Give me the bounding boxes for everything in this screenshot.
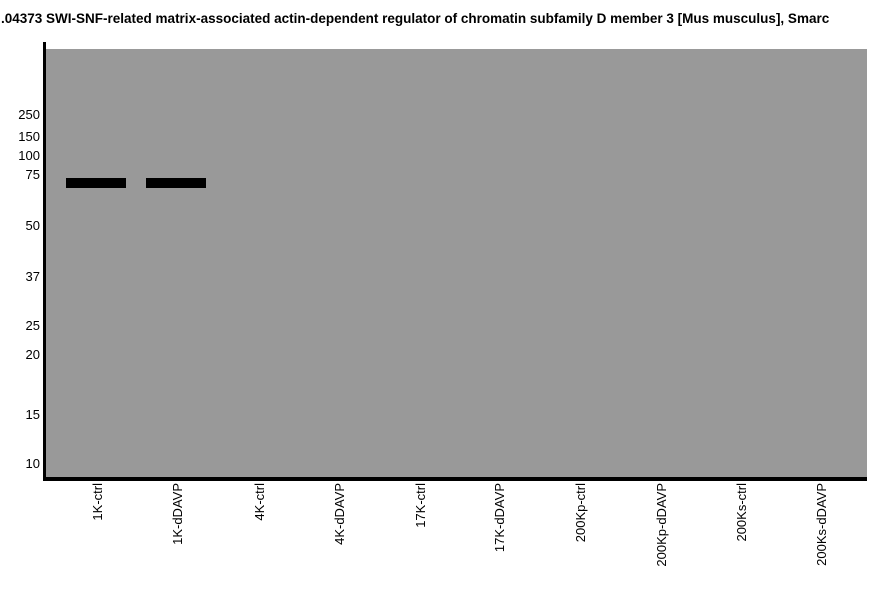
gel-plot-area [46,49,867,481]
mw-marker-label: 150 [18,129,40,144]
lane-label: 17K-dDAVP [492,483,507,553]
mw-marker-label: 50 [25,218,40,233]
mw-marker-label: 25 [25,318,40,333]
mw-marker-label: 15 [25,407,40,422]
mw-marker-label: 75 [25,167,40,182]
mw-marker-label: 10 [25,456,40,471]
y-axis-line [43,42,46,481]
lane-label: 200Kp-dDAVP [654,483,669,567]
lane-label: 200Kp-ctrl [573,483,588,543]
lane-label: 17K-ctrl [413,483,428,528]
lane-label: 200Ks-dDAVP [814,483,829,566]
lane-label: 1K-ctrl [90,483,105,521]
mw-marker-label: 250 [18,107,40,122]
lane-label: 4K-dDAVP [332,483,347,545]
lane-label: 4K-ctrl [252,483,267,521]
mw-marker-label: 20 [25,347,40,362]
lane-label: 200Ks-ctrl [734,483,749,542]
protein-band [146,178,206,188]
mw-marker-label: 100 [18,148,40,163]
mw-marker-label: 37 [25,269,40,284]
protein-band [66,178,126,188]
figure-title: .04373 SWI-SNF-related matrix-associated… [1,11,830,26]
lane-label: 1K-dDAVP [170,483,185,545]
